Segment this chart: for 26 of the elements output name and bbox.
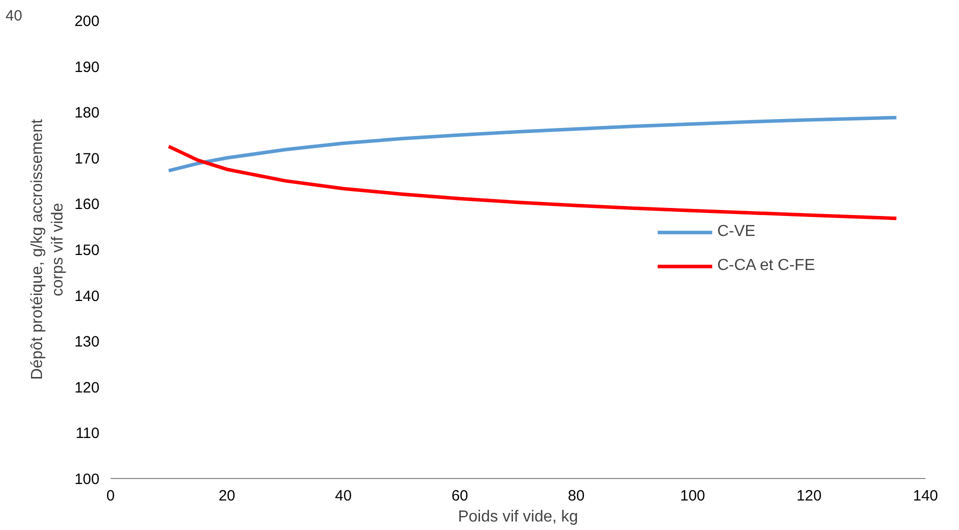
legend-label: C-CA et C-FE	[717, 257, 815, 275]
x-tick-label: 40	[335, 488, 352, 504]
y-axis-title: Dépôt protéique, g/kg accroissement corps vif vide	[29, 118, 66, 380]
y-tick-label: 200	[74, 13, 100, 30]
line-series	[166, 144, 898, 220]
y-tick-label: 160	[74, 196, 100, 214]
y-tick-label: 100	[74, 471, 100, 488]
y-tick-label: 150	[74, 242, 100, 259]
x-tick-label: 120	[796, 488, 822, 504]
x-axis-title: Poids vif vide, kg	[458, 508, 578, 526]
x-tick-label: 20	[218, 488, 236, 504]
x-tick-label: 100	[680, 488, 706, 504]
line-series	[166, 116, 898, 172]
x-tick-label: 140	[912, 488, 938, 504]
y-tick-label: 170	[74, 150, 100, 168]
y-tick-label: 140	[74, 288, 100, 305]
x-tick-label: 80	[568, 488, 585, 504]
text: 40	[6, 8, 22, 24]
y-tick-label: 120	[74, 379, 100, 396]
y-tick-label: 190	[74, 58, 100, 76]
x-tick-label: 0	[106, 488, 115, 504]
legend-label: C-VE	[717, 223, 756, 241]
y-tick-label: 110	[76, 425, 100, 442]
x-tick-label: 60	[451, 488, 468, 504]
y-tick-label: 130	[74, 334, 100, 351]
y-tick-label: 180	[74, 104, 100, 122]
